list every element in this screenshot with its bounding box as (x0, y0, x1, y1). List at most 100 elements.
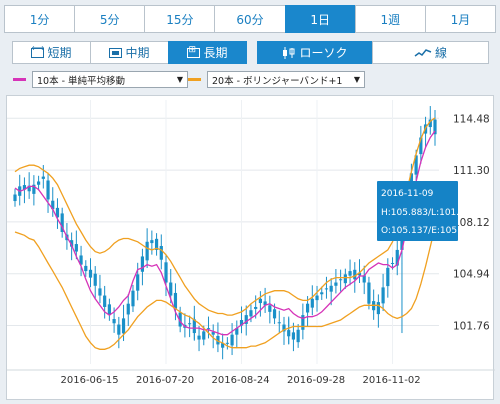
candle-body (206, 328, 211, 330)
candle-body (400, 235, 404, 250)
tooltip-open-end: O:105.137/E:105.643 (381, 226, 478, 236)
bb-color-swatch (188, 78, 201, 81)
candle-body (225, 342, 229, 344)
candle-body (32, 184, 36, 194)
price-chart[interactable]: 114.48 111.30 108.12 104.94 101.76 2016-06-15… (6, 95, 495, 400)
candle-body (310, 298, 314, 308)
candle-body (249, 310, 253, 317)
candle-body (315, 295, 319, 301)
range-selector: 短期 中期 長期 (12, 41, 247, 64)
x-tick-label: 2016-09-28 (287, 375, 345, 386)
mid-range-icon (109, 47, 123, 58)
candle-body (235, 328, 239, 335)
candle-body (140, 256, 145, 272)
tab-1day[interactable]: 1日 (284, 5, 356, 33)
candle-body (282, 324, 286, 332)
tab-1month[interactable]: 1月 (424, 5, 496, 33)
candle-body (254, 306, 258, 309)
candle-body (221, 343, 225, 348)
chart-type-selector: ローソク 線 (257, 41, 489, 64)
y-tick-label: 101.76 (453, 321, 490, 333)
tab-15min[interactable]: 15分 (144, 5, 216, 33)
y-tick-label: 104.94 (453, 269, 490, 281)
tooltip-date: 2016-11-09 (381, 189, 434, 199)
short-range-icon (31, 44, 45, 58)
candle-body (84, 265, 88, 272)
candlestick-chart: 114.48 111.30 108.12 104.94 101.76 2016-06-15… (7, 100, 495, 386)
tab-60min[interactable]: 60分 (214, 5, 286, 33)
candle-body (329, 285, 333, 292)
candle-body (145, 241, 149, 261)
candle-body (51, 200, 55, 210)
tab-5min[interactable]: 5分 (74, 5, 146, 33)
bb-indicator: 20本 - ボリンジャーバンド+1 ▼ (188, 71, 365, 88)
candle-body (70, 240, 74, 247)
ma-dropdown-label: 10本 - 単純平均移動 (37, 75, 126, 87)
candle-body (169, 282, 173, 296)
candle-body (367, 282, 371, 304)
long-range-icon (187, 45, 201, 58)
chevron-down-icon: ▼ (176, 75, 183, 84)
candle-body (126, 303, 130, 315)
line-button[interactable]: 線 (372, 41, 489, 64)
candle-body (93, 273, 97, 286)
x-tick-label: 2016-08-24 (212, 375, 270, 386)
candle-body (74, 244, 78, 252)
line-label: 線 (434, 46, 447, 60)
candle-body (107, 304, 111, 316)
candle-body (173, 292, 178, 309)
candle-body (46, 180, 50, 200)
candle-body (268, 305, 272, 312)
range-short-label: 短期 (47, 46, 72, 60)
candle-body (277, 322, 281, 324)
y-tick-label: 111.30 (453, 165, 490, 177)
range-long-label: 長期 (203, 46, 228, 60)
candle-body (353, 269, 357, 280)
tab-1week[interactable]: 1週 (354, 5, 426, 33)
candle-body (178, 312, 182, 327)
candle-body (41, 176, 45, 179)
candle-body (334, 282, 338, 286)
candle-body (414, 155, 418, 175)
candle-body (433, 119, 437, 135)
ma-dropdown[interactable]: 10本 - 単純平均移動 ▼ (32, 71, 188, 88)
candle-body (13, 194, 17, 202)
candle-button[interactable]: ローソク (257, 41, 373, 64)
candle-body (357, 272, 362, 276)
candle-body (136, 274, 140, 291)
candle-body (197, 335, 201, 340)
candle-body (324, 288, 329, 290)
y-tick-label: 114.48 (453, 113, 490, 125)
candle-body (88, 269, 93, 278)
candle-body (36, 181, 41, 185)
tab-1min[interactable]: 1分 (4, 5, 76, 33)
range-short-button[interactable]: 短期 (12, 41, 91, 64)
candle-label: ローソク (299, 46, 348, 60)
range-mid-button[interactable]: 中期 (90, 41, 169, 64)
candle-body (244, 315, 248, 324)
ma-indicator: 10本 - 単純平均移動 ▼ (13, 71, 188, 88)
bb-dropdown[interactable]: 20本 - ボリンジャーバンド+1 ▼ (207, 71, 365, 88)
timeframe-tabs: 1分 5分 15分 60分 1日 1週 1月 (4, 5, 496, 33)
candle-body (202, 331, 206, 340)
candle-body (188, 323, 192, 325)
candle-body (305, 303, 310, 313)
candle-body (343, 274, 347, 284)
range-mid-label: 中期 (125, 46, 150, 60)
candle-body (390, 262, 395, 264)
bb-dropdown-label: 20本 - ボリンジャーバンド+1 (212, 75, 343, 87)
candle-body (386, 267, 390, 287)
x-tick-label: 2016-11-02 (363, 375, 421, 386)
ma-color-swatch (13, 78, 26, 81)
candle-body (395, 249, 399, 266)
candle-body (419, 137, 423, 155)
candle-body (258, 298, 262, 304)
candle-body (230, 334, 234, 346)
range-long-button[interactable]: 長期 (168, 41, 247, 64)
x-tick-label: 2016-06-15 (61, 375, 119, 386)
candle-body (159, 246, 163, 260)
candle-body (381, 287, 385, 304)
candle-body (239, 320, 244, 326)
candle-body (291, 332, 296, 340)
